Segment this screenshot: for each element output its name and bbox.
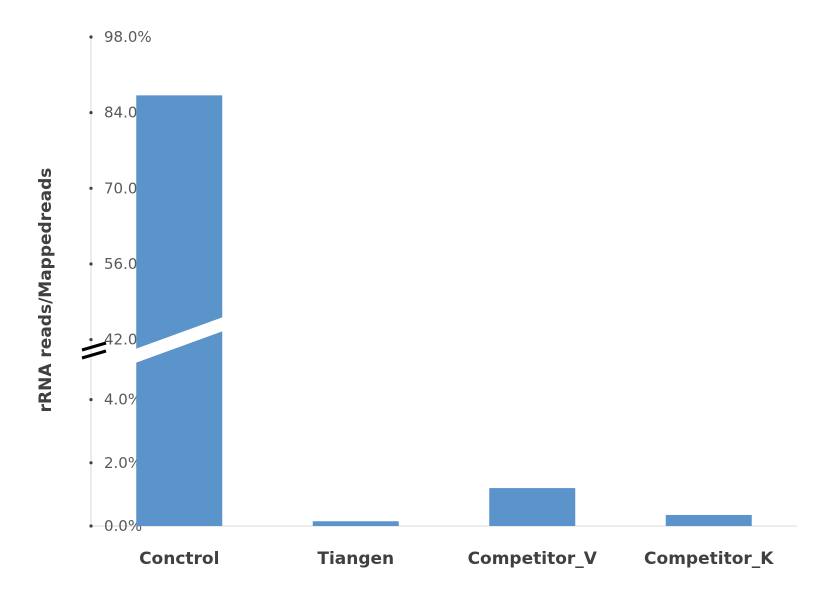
bar xyxy=(665,514,752,526)
y-tick-label: 0.0% xyxy=(104,517,142,535)
bar xyxy=(489,488,576,526)
y-tick-label: 4.0% xyxy=(104,391,142,409)
y-axis-label: rRNA reads/Mappedreads xyxy=(36,168,56,413)
x-axis-categories: Conctrol Tiangen Competitor_V Competitor_K xyxy=(139,549,774,569)
y-tick-label: 98.0% xyxy=(104,28,152,46)
bar xyxy=(136,95,223,526)
bars xyxy=(135,95,752,526)
y-tick-mark xyxy=(89,524,93,528)
axis-break-marker xyxy=(81,341,107,360)
x-category-label: Conctrol xyxy=(139,549,219,569)
y-tick-mark xyxy=(89,398,93,402)
bar xyxy=(312,521,399,526)
x-category-label: Competitor_V xyxy=(468,549,598,569)
y-tick-label: 2.0% xyxy=(104,454,142,472)
y-tick-mark xyxy=(89,186,93,190)
y-tick-mark xyxy=(89,461,93,465)
x-category-label: Competitor_K xyxy=(644,549,774,569)
y-tick-mark xyxy=(89,262,93,266)
y-tick-mark xyxy=(89,111,93,115)
x-category-label: Tiangen xyxy=(317,549,394,569)
y-tick-mark xyxy=(89,35,93,39)
bar-break-gap xyxy=(135,317,224,363)
y-tick-mark xyxy=(89,337,93,342)
